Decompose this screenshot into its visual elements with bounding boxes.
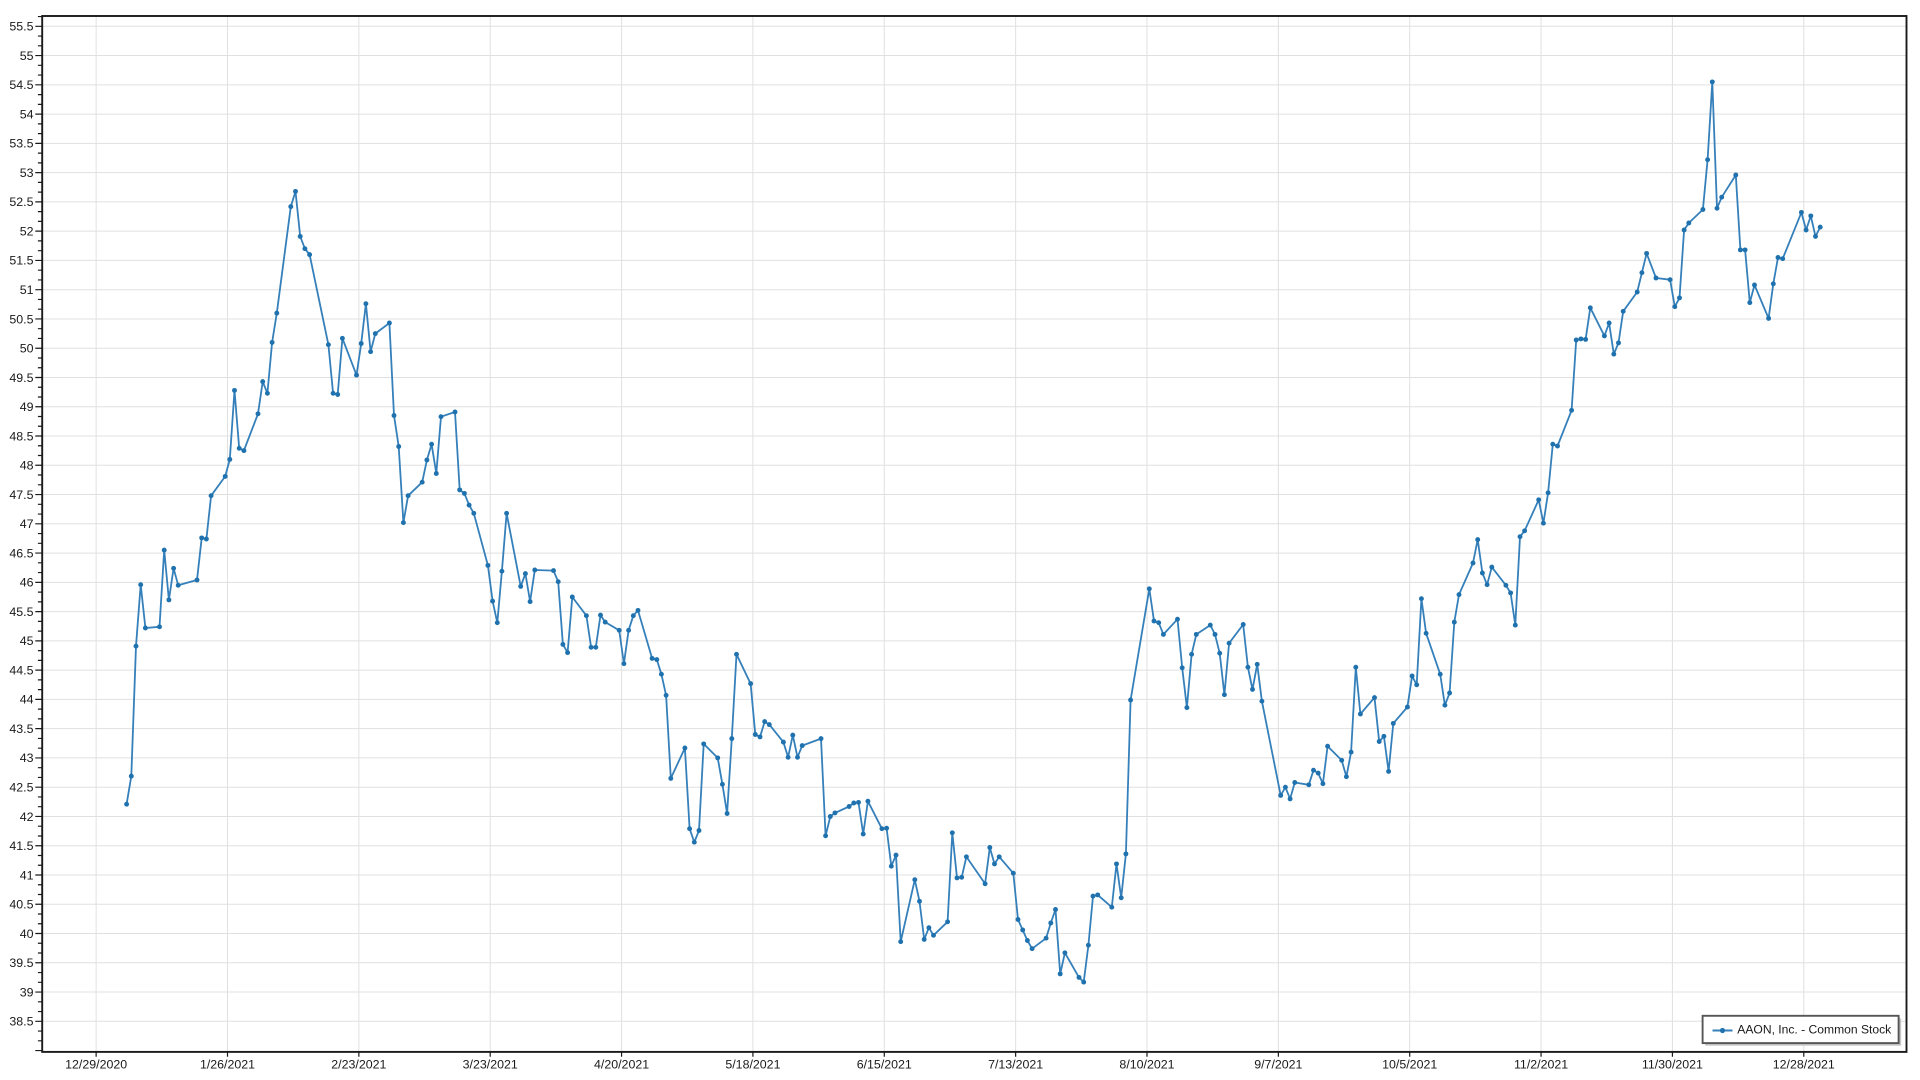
- svg-text:55.5: 55.5: [9, 20, 33, 34]
- svg-text:55: 55: [20, 49, 34, 63]
- svg-text:48: 48: [20, 459, 34, 473]
- svg-text:53.5: 53.5: [9, 137, 33, 151]
- svg-text:44.5: 44.5: [9, 663, 33, 677]
- svg-text:2/23/2021: 2/23/2021: [331, 1057, 386, 1071]
- svg-text:41: 41: [20, 868, 34, 882]
- svg-text:8/10/2021: 8/10/2021: [1119, 1057, 1174, 1071]
- svg-text:39.5: 39.5: [9, 956, 33, 970]
- svg-text:43: 43: [20, 751, 34, 765]
- svg-text:6/15/2021: 6/15/2021: [857, 1057, 912, 1071]
- svg-text:1/26/2021: 1/26/2021: [200, 1057, 255, 1071]
- svg-text:7/13/2021: 7/13/2021: [988, 1057, 1043, 1071]
- svg-text:47.5: 47.5: [9, 488, 33, 502]
- svg-text:5/18/2021: 5/18/2021: [725, 1057, 780, 1071]
- svg-text:12/28/2021: 12/28/2021: [1773, 1057, 1835, 1071]
- svg-text:38.5: 38.5: [9, 1015, 33, 1029]
- svg-text:41.5: 41.5: [9, 839, 33, 853]
- svg-text:45: 45: [20, 634, 34, 648]
- svg-text:39: 39: [20, 985, 34, 999]
- svg-text:11/2/2021: 11/2/2021: [1514, 1057, 1568, 1071]
- svg-text:50.5: 50.5: [9, 312, 33, 326]
- svg-text:10/5/2021: 10/5/2021: [1382, 1057, 1437, 1071]
- svg-text:52: 52: [20, 224, 34, 238]
- svg-text:3/23/2021: 3/23/2021: [463, 1057, 518, 1071]
- svg-text:47: 47: [20, 517, 34, 531]
- svg-text:54: 54: [20, 107, 34, 121]
- svg-text:51: 51: [20, 283, 34, 297]
- svg-text:40: 40: [20, 927, 34, 941]
- svg-text:50: 50: [20, 342, 34, 356]
- svg-text:46.5: 46.5: [9, 546, 33, 560]
- svg-text:49: 49: [20, 400, 34, 414]
- svg-text:53: 53: [20, 166, 34, 180]
- svg-text:40.5: 40.5: [9, 898, 33, 912]
- svg-text:12/29/2020: 12/29/2020: [65, 1057, 127, 1071]
- svg-text:44: 44: [20, 693, 34, 707]
- svg-text:45.5: 45.5: [9, 605, 33, 619]
- svg-text:9/7/2021: 9/7/2021: [1254, 1057, 1302, 1071]
- svg-text:49.5: 49.5: [9, 371, 33, 385]
- svg-text:AAON, Inc. - Common Stock: AAON, Inc. - Common Stock: [1737, 1022, 1892, 1036]
- svg-text:51.5: 51.5: [9, 254, 33, 268]
- svg-text:52.5: 52.5: [9, 195, 33, 209]
- svg-text:42.5: 42.5: [9, 780, 33, 794]
- svg-text:48.5: 48.5: [9, 429, 33, 443]
- svg-text:43.5: 43.5: [9, 722, 33, 736]
- svg-text:42: 42: [20, 810, 34, 824]
- svg-text:46: 46: [20, 576, 34, 590]
- svg-text:11/30/2021: 11/30/2021: [1642, 1057, 1703, 1071]
- svg-text:54.5: 54.5: [9, 78, 33, 92]
- svg-text:4/20/2021: 4/20/2021: [594, 1057, 649, 1071]
